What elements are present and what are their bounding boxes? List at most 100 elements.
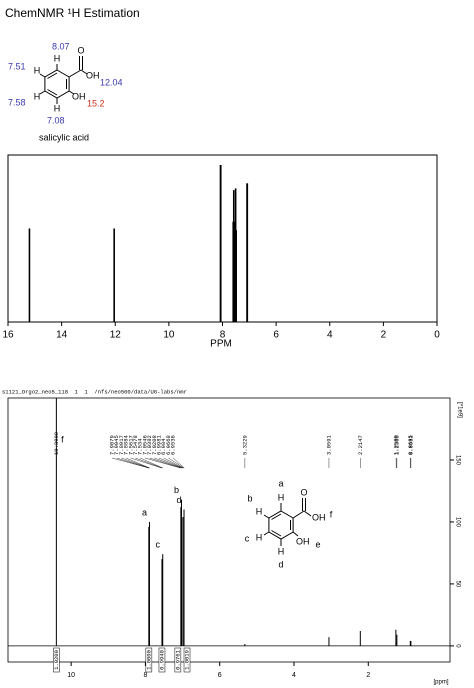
peak-label: 7.0382 [146, 435, 153, 455]
peak-label-leader [140, 457, 163, 469]
peak-label: 0.8531 [407, 434, 414, 455]
integral-box [53, 647, 60, 673]
atom-label: H [34, 91, 41, 101]
peak-label-leader [116, 457, 150, 469]
assignment-letter: b [174, 485, 179, 495]
peak-label-leader [149, 457, 182, 469]
peak-label-leader [163, 457, 184, 469]
atom-label: H [278, 492, 285, 502]
peak-label-leader [144, 457, 181, 469]
peak-label: 0.8685 [407, 435, 414, 455]
peak-label: 7.5617 [127, 435, 134, 455]
atom-label: OH [312, 512, 326, 522]
integral-box [174, 647, 182, 673]
y-tick-label: 150 [454, 455, 460, 466]
shift-label: 8.07 [52, 41, 70, 51]
x-tick-label: 6 [273, 330, 279, 341]
plot-frame [7, 397, 451, 663]
x-tick-label: 12 [110, 330, 122, 341]
title: ChemNMR ¹H Estimation [5, 6, 140, 20]
atom-label: H [54, 53, 61, 63]
shift-label: 12.04 [100, 77, 123, 87]
assignment-letter: c [155, 540, 160, 550]
peak-label: 6.9668 [165, 435, 172, 455]
x-tick-label: 6 [218, 672, 222, 679]
integral-box [145, 647, 153, 673]
assignment-letter: d [278, 559, 283, 569]
peak-label-leader [158, 457, 183, 469]
integral-label: 1.0000 [145, 650, 152, 670]
peak-label: 7.8917 [118, 435, 125, 455]
bonds [39, 56, 88, 104]
assignment-letter: a [278, 478, 283, 488]
structure: O OH OH H H H H a b c d e f [245, 478, 333, 569]
peak-label: 10.3980 [53, 432, 60, 455]
header: s1121_Orgo2_neo5_118 1 1 /nfs/neo500/dat… [2, 388, 187, 395]
atom-label: H [256, 506, 263, 516]
assignment-letter: e [315, 539, 320, 549]
peak-label: 7.534 [137, 438, 144, 455]
assignment-letter: d [177, 495, 182, 505]
peak-label: 7.0208 [151, 435, 158, 455]
peak-label: 7.9079 [108, 435, 115, 455]
x-tick-label: 10 [163, 330, 175, 341]
plot-frame [7, 154, 438, 323]
atom-label: OH [72, 91, 86, 101]
peak-label-leader [111, 457, 149, 469]
atom-label: H [278, 546, 285, 556]
compound-name: salicylic acid [39, 132, 89, 142]
shift-label: 15.2 [87, 98, 105, 108]
shift-label: 7.51 [8, 61, 26, 71]
x-tick-label: 10 [67, 672, 75, 679]
x-tick-label: 8 [143, 672, 147, 679]
peak-label-leader [172, 457, 185, 469]
shift-label: 7.58 [8, 97, 26, 107]
peak-label: 2.2147 [357, 435, 364, 455]
x-tick-label: 8 [220, 330, 226, 341]
y-axis-label: [*1e9] [456, 402, 462, 418]
peak-label-leader [135, 457, 163, 469]
integral-box [158, 647, 166, 673]
integral-label: 1.0200 [53, 650, 60, 670]
peak-label: 1.2500 [393, 435, 400, 455]
x-axis-label: PPM [210, 339, 232, 350]
peak-label-leader [121, 457, 150, 469]
x-tick-label: 4 [292, 672, 296, 679]
atom-label: O [77, 45, 84, 55]
x-tick-label: 14 [56, 330, 68, 341]
peak-label-leader [130, 457, 162, 469]
x-tick-label: 4 [327, 330, 333, 341]
y-tick-label: 50 [454, 581, 460, 588]
peak-label: 7.8884 [123, 434, 130, 455]
atom-label: OH [296, 536, 310, 546]
x-axis-label: [ppm] [433, 680, 448, 686]
x-tick-label: 2 [381, 330, 387, 341]
y-tick-label: 100 [454, 517, 460, 528]
assignment-letter: a [142, 507, 147, 517]
peak-label: 3.0591 [325, 434, 332, 455]
atom-label: H [34, 65, 41, 75]
assignment-letter: b [247, 493, 252, 503]
peak-label: 6.9536 [170, 435, 177, 455]
peak-label: 5.3229 [241, 435, 248, 455]
x-tick-label: 0 [434, 330, 440, 341]
integral-label: 1.0019 [183, 650, 190, 670]
integral-box [183, 647, 191, 673]
bonds [263, 498, 312, 546]
peak-label: 6.9981 [155, 434, 162, 455]
atom-label: O [300, 487, 307, 497]
peak-label: 7.0546 [141, 435, 148, 455]
integral-label: 0.9761 [174, 649, 181, 670]
peak-label: 6.984 [160, 438, 167, 455]
integral-label: 0.9940 [158, 650, 165, 670]
peak-label: 1.2305 [393, 435, 400, 455]
assignment-letter: c [245, 533, 250, 543]
x-tick-label: 2 [366, 672, 370, 679]
shift-label: 7.08 [47, 115, 65, 125]
x-tick-label: 16 [2, 330, 14, 341]
atom-label: H [256, 532, 263, 542]
assignment-letter: f [61, 434, 64, 444]
peak-label: 7.5478 [132, 435, 139, 455]
